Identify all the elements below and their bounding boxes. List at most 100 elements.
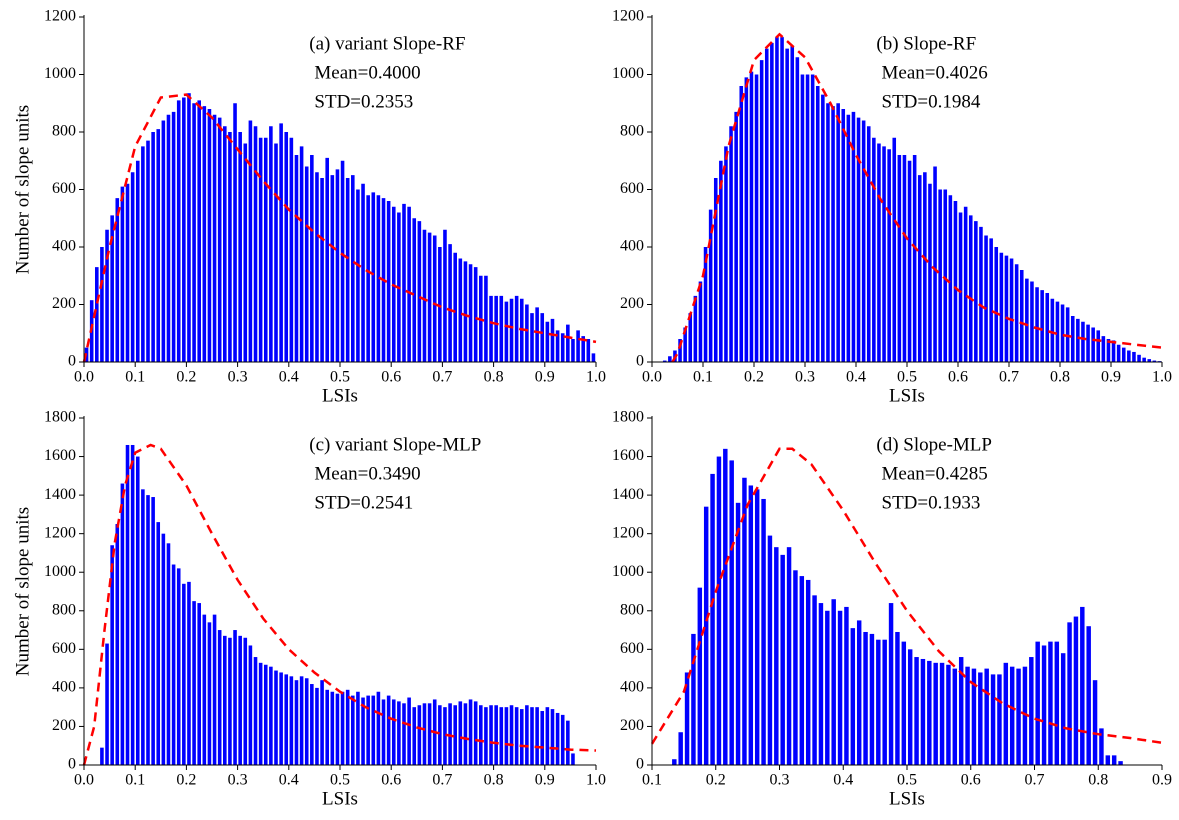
bar	[1121, 347, 1126, 362]
bar	[818, 603, 824, 765]
bar	[299, 146, 304, 362]
bar	[130, 444, 135, 765]
panel: 0 200 400 600 800 1000 1200 0.0 0.1 0.2 0.3 0.4 0.5 0…	[12, 8, 606, 407]
bar	[120, 186, 125, 362]
bar	[458, 258, 463, 362]
bar	[494, 705, 498, 765]
bar	[535, 307, 539, 362]
bar	[468, 699, 473, 765]
x-tick-label: 0.5	[330, 772, 350, 789]
bar	[989, 238, 993, 362]
bar	[366, 195, 370, 362]
bar	[1040, 290, 1044, 362]
bar	[509, 705, 514, 765]
bar	[269, 126, 273, 362]
bar	[1086, 324, 1090, 362]
bar	[1070, 316, 1075, 362]
bar	[668, 356, 672, 362]
y-tick-label: 200	[52, 295, 76, 312]
bar	[555, 330, 560, 362]
bar	[805, 579, 811, 765]
y-tick-label: 1000	[612, 563, 644, 580]
bar	[770, 42, 774, 362]
bar	[1035, 287, 1039, 362]
bar	[1030, 281, 1034, 362]
bar	[1019, 270, 1024, 362]
x-axis-label: LSIs	[322, 385, 358, 406]
bar	[135, 456, 140, 765]
x-tick-label: 0.3	[795, 369, 815, 386]
bar	[1065, 307, 1070, 362]
bar	[1009, 666, 1015, 765]
bar	[100, 247, 104, 362]
y-axis-label: Number of slope units	[12, 507, 33, 676]
bar	[566, 720, 570, 765]
bar	[997, 674, 1002, 765]
x-tick-label: 0.7	[999, 369, 1019, 386]
bar	[484, 275, 488, 362]
bar	[141, 146, 145, 362]
x-tick-label: 0.8	[484, 369, 504, 386]
bar	[800, 74, 805, 362]
bar	[151, 497, 155, 765]
bar	[920, 658, 926, 765]
x-tick-label: 0.2	[176, 772, 196, 789]
bar	[1055, 301, 1060, 362]
bar	[494, 295, 498, 362]
bar	[1022, 666, 1028, 765]
bar	[248, 120, 253, 362]
bar	[274, 143, 278, 362]
bar	[571, 753, 575, 765]
x-tick-label: 0.1	[693, 369, 713, 386]
bar	[805, 74, 810, 362]
bar	[780, 554, 785, 765]
bar	[263, 137, 268, 362]
bar	[535, 707, 539, 765]
bar	[790, 45, 795, 362]
bar	[877, 143, 881, 362]
y-tick-label: 1400	[44, 486, 76, 503]
bar	[1067, 622, 1072, 765]
bar	[1127, 350, 1131, 362]
bar	[786, 547, 792, 765]
bar	[105, 229, 109, 362]
panel: 0 200 400 600 800 1000 1200 0.0 0.1 0.2 0.3 0.4 0.5 0…	[612, 8, 1172, 407]
bar	[207, 622, 212, 765]
y-tick-label: 1200	[612, 8, 644, 25]
bar	[371, 192, 376, 362]
x-tick-label: 0.6	[381, 369, 401, 386]
bar	[345, 178, 350, 362]
annotation: Mean=0.4285	[882, 463, 988, 484]
bar	[844, 606, 849, 765]
bar	[1106, 339, 1111, 362]
x-axis-label: LSIs	[889, 788, 925, 809]
bar	[662, 360, 667, 362]
bar	[463, 703, 468, 765]
bar	[872, 137, 876, 362]
fit-curve	[82, 93, 597, 363]
bar	[576, 330, 580, 362]
bar	[793, 570, 798, 765]
bar	[1118, 761, 1123, 765]
bar	[744, 77, 749, 362]
bar	[958, 212, 963, 362]
x-tick-label: 0.3	[228, 772, 248, 789]
bar	[1035, 641, 1040, 765]
x-tick-label: 0.4	[279, 772, 299, 789]
bar	[489, 295, 493, 362]
bar	[279, 672, 283, 765]
bar	[402, 703, 406, 765]
bar	[545, 321, 550, 362]
y-tick-label: 200	[620, 295, 644, 312]
bar	[943, 189, 948, 362]
bar	[948, 195, 953, 362]
x-tick-label: 0.7	[432, 369, 452, 386]
bar	[831, 599, 836, 765]
bar	[156, 129, 161, 362]
x-tick-label: 0.2	[744, 369, 764, 386]
bar	[238, 635, 242, 765]
bar	[672, 759, 677, 765]
x-tick-label: 0.9	[535, 772, 555, 789]
annotation: STD=0.2353	[314, 91, 413, 112]
fit-curve	[650, 447, 1163, 745]
